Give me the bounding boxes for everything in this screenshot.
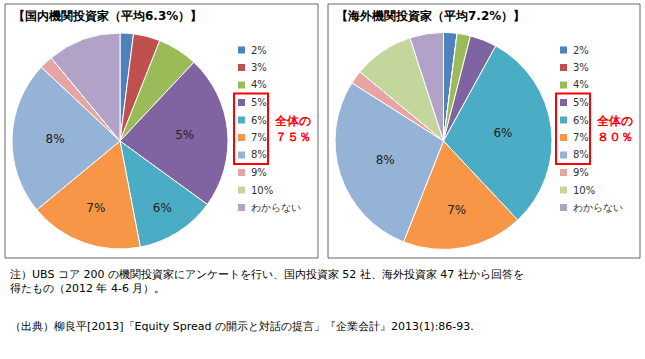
svg-text:2%: 2% — [573, 45, 589, 56]
svg-text:全体の８０％: 全体の８０％ — [596, 114, 633, 144]
svg-text:3%: 3% — [573, 62, 589, 73]
svg-text:7%: 7% — [251, 132, 267, 143]
svg-text:8%: 8% — [251, 149, 267, 160]
svg-text:全体の７５％: 全体の７５％ — [274, 114, 311, 144]
svg-text:【国内機関投資家（平均6.3%）】: 【国内機関投資家（平均6.3%）】 — [13, 9, 202, 23]
svg-text:9%: 9% — [573, 167, 589, 178]
svg-text:6%: 6% — [153, 201, 172, 215]
svg-text:10%: 10% — [251, 185, 273, 196]
svg-text:8%: 8% — [45, 132, 64, 146]
svg-text:4%: 4% — [251, 79, 267, 90]
svg-text:【海外機関投資家（平均7.2%）】: 【海外機関投資家（平均7.2%）】 — [336, 9, 525, 23]
svg-text:3%: 3% — [251, 62, 267, 73]
svg-text:8%: 8% — [376, 153, 395, 167]
svg-text:4%: 4% — [573, 79, 589, 90]
svg-text:わからない: わからない — [573, 202, 623, 213]
svg-text:7%: 7% — [86, 201, 105, 215]
svg-text:2%: 2% — [251, 45, 267, 56]
svg-text:5%: 5% — [251, 97, 267, 108]
svg-text:8%: 8% — [573, 149, 589, 160]
svg-text:注）UBS コア 200 の機関投資家にアンケートを行い、国: 注）UBS コア 200 の機関投資家にアンケートを行い、国内投資家 52 社、… — [10, 268, 524, 295]
svg-text:7%: 7% — [447, 203, 466, 217]
svg-text:5%: 5% — [573, 97, 589, 108]
svg-text:10%: 10% — [573, 185, 595, 196]
svg-text:6%: 6% — [573, 115, 589, 126]
svg-text:（出典）柳良平[2013]「Equity Spread の開: （出典）柳良平[2013]「Equity Spread の開示と対話の提言」『企… — [10, 320, 474, 333]
svg-text:わからない: わからない — [251, 202, 301, 213]
svg-text:9%: 9% — [251, 167, 267, 178]
svg-text:6%: 6% — [251, 115, 267, 126]
svg-text:6%: 6% — [493, 126, 512, 140]
svg-text:5%: 5% — [175, 128, 194, 142]
svg-text:7%: 7% — [573, 132, 589, 143]
